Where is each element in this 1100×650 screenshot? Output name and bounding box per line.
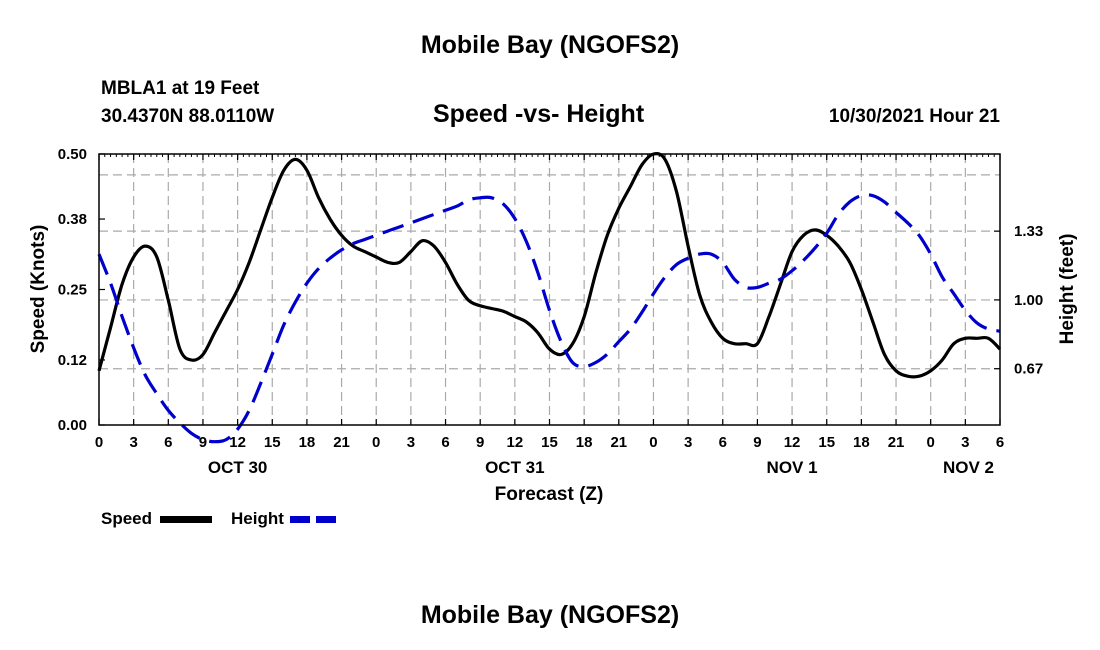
x-tick-label: 0 (927, 434, 935, 451)
y2-tick-label: 1.33 (1014, 223, 1043, 240)
x-tick-label: 21 (610, 434, 627, 451)
x-tick-label: 3 (684, 434, 692, 451)
x-tick-label: 3 (961, 434, 969, 451)
date-label: NOV 1 (767, 458, 818, 477)
x-tick-label: 15 (264, 434, 281, 451)
legend-speed-swatch (160, 516, 212, 523)
plot-frame (98, 153, 1001, 426)
y-tick-label: 0.38 (58, 211, 87, 228)
y2-axis-label: Height (feet) (1057, 234, 1078, 345)
station-coordinates: 30.4370N 88.0110W (101, 106, 275, 127)
x-tick-label: 0 (649, 434, 657, 451)
y2-tick-label: 0.67 (1014, 361, 1043, 378)
x-tick-label: 18 (853, 434, 870, 451)
x-tick-label: 12 (784, 434, 801, 451)
y-tick-label: 0.12 (58, 352, 87, 369)
legend-speed-label: Speed (101, 509, 153, 528)
x-tick-label: 0 (95, 434, 103, 451)
x-tick-label: 12 (229, 434, 246, 451)
y2-tick-label: 1.00 (1014, 292, 1043, 309)
y-tick-label: 0.50 (58, 146, 87, 163)
y-tick-label: 0.00 (58, 417, 87, 434)
x-tick-label: 9 (199, 434, 207, 451)
y-axis-label: Speed (Knots) (28, 225, 49, 354)
x-tick-label: 12 (507, 434, 524, 451)
forecast-datetime: 10/30/2021 Hour 21 (828, 106, 1000, 127)
date-label: OCT 31 (485, 458, 545, 477)
x-tick-label: 0 (372, 434, 380, 451)
tick-labels: 0 3 6 9 12 15 18 21 0 3 6 9 12 15 18 21 0 3 6 9 12 15 18 21 0 3 6 O… (58, 146, 1043, 477)
x-tick-label: 9 (753, 434, 761, 451)
speed-series-line (97, 151, 1002, 379)
footer-title: Mobile Bay (NGOFS2) (420, 601, 680, 629)
legend-height-swatch (290, 516, 342, 523)
x-tick-label: 15 (541, 434, 558, 451)
x-axis-label: Forecast (Z) (495, 484, 604, 505)
x-tick-label: 6 (441, 434, 449, 451)
x-tick-label: 3 (129, 434, 137, 451)
x-tick-label: 6 (996, 434, 1004, 451)
height-series-line (97, 193, 1001, 444)
x-tick-label: 3 (407, 434, 415, 451)
series-lines (97, 151, 1002, 444)
x-tick-label: 18 (299, 434, 316, 451)
x-tick-label: 21 (333, 434, 350, 451)
grid-lines (99, 154, 1000, 425)
x-tick-label: 15 (818, 434, 835, 451)
date-label: OCT 30 (208, 458, 268, 477)
chart-title: Mobile Bay (NGOFS2) (420, 31, 680, 59)
chart-subtitle: Speed -vs- Height (433, 100, 645, 128)
x-tick-label: 21 (888, 434, 905, 451)
x-tick-label: 18 (576, 434, 593, 451)
x-tick-label: 6 (164, 434, 172, 451)
legend-height-label: Height (231, 509, 284, 528)
x-tick-label: 6 (719, 434, 727, 451)
date-label: NOV 2 (943, 458, 994, 477)
x-tick-label: 9 (476, 434, 484, 451)
y-tick-label: 0.25 (58, 282, 87, 299)
station-label: MBLA1 at 19 Feet (101, 78, 260, 99)
